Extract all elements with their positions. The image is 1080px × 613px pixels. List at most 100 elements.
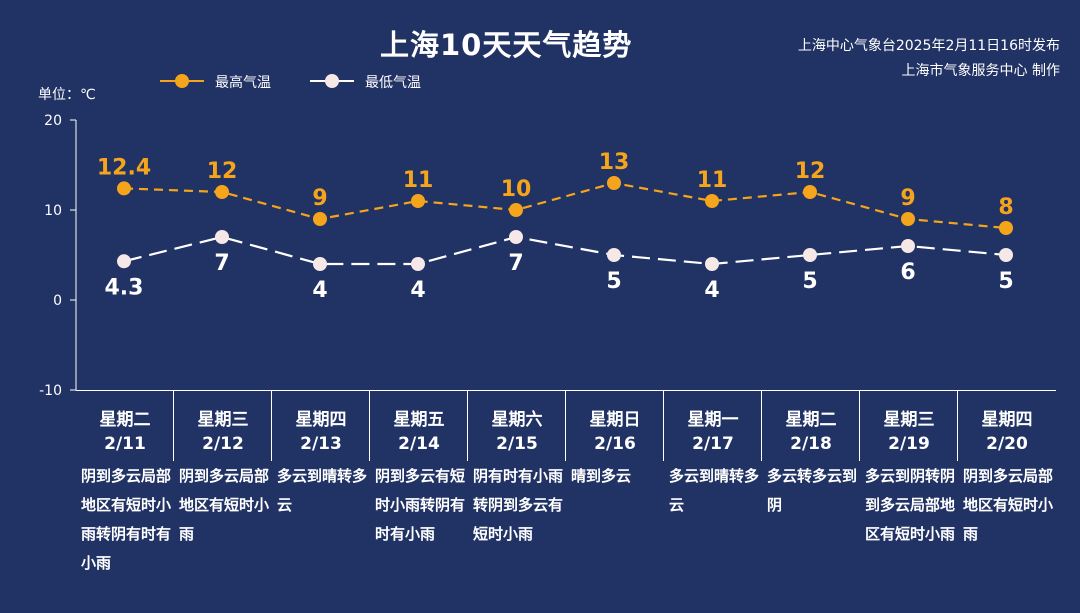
- low-temp-label: 7: [508, 251, 523, 276]
- high-temp-label: 12.4: [97, 155, 151, 180]
- series-lines: [123, 181, 1007, 266]
- high-temp-point: [607, 176, 621, 190]
- high-temp-label: 9: [312, 186, 327, 211]
- low-temp-label: 6: [900, 260, 915, 285]
- weather-condition: 多云转多云到阴: [767, 467, 858, 514]
- high-temp-label: 13: [599, 150, 630, 175]
- date-label: 2/15: [496, 434, 538, 454]
- high-temp-point: [705, 194, 719, 208]
- day-column-header: 星期四 2/20: [958, 391, 1056, 461]
- high-temp-legend-icon: [160, 74, 204, 88]
- high-temp-point: [509, 203, 523, 217]
- column-divider: [467, 391, 468, 461]
- date-label: 2/11: [104, 434, 146, 454]
- column-divider: [761, 391, 762, 461]
- day-column-header: 星期三 2/12: [174, 391, 272, 461]
- source-producer: 上海市气象服务中心 制作: [901, 63, 1060, 79]
- series-line-low: [123, 235, 1007, 266]
- low-temp-point: [509, 230, 523, 244]
- low-temp-point: [803, 248, 817, 262]
- high-temp-label: 8: [998, 195, 1013, 220]
- weather-condition: 多云到晴转多云: [669, 467, 760, 514]
- low-temp-label: 4: [704, 278, 719, 303]
- y-axis: -10 0 10 20: [39, 113, 77, 399]
- data-labels: 12.4 12 9 11 10 13 11 12 9 8 4.3 7 4 4 7 5 4 5 6 5: [97, 150, 1014, 303]
- low-temp-point: [901, 239, 915, 253]
- weekday-label: 星期三: [197, 410, 249, 430]
- unit-label: 单位：℃: [38, 87, 96, 103]
- source-issuer: 上海中心气象台2025年2月11日16时发布: [797, 38, 1060, 54]
- weather-condition: 多云到晴转多云: [277, 467, 368, 514]
- high-temp-label: 12: [795, 159, 826, 184]
- weekday-label: 星期四: [981, 410, 1033, 430]
- legend-label-low: 最低气温: [365, 75, 421, 91]
- weekday-label: 星期四: [295, 410, 347, 430]
- day-column-header: 星期三 2/19: [860, 391, 958, 461]
- weather-condition: 阴到多云局部地区有短时小雨: [963, 467, 1054, 543]
- weekday-label: 星期三: [883, 410, 935, 430]
- column-divider: [271, 391, 272, 461]
- y-tick-label: 10: [44, 203, 62, 219]
- column-divider: [369, 391, 370, 461]
- high-temp-point: [803, 185, 817, 199]
- legend-label-high: 最高气温: [215, 75, 271, 91]
- low-temp-label: 7: [214, 251, 229, 276]
- low-temp-label: 4: [312, 278, 327, 303]
- high-temp-label: 11: [697, 168, 728, 193]
- weekday-label: 星期六: [491, 410, 543, 430]
- date-label: 2/20: [986, 434, 1028, 454]
- weather-condition: 阴到多云局部地区有短时小雨转阴有时有小雨: [81, 467, 172, 572]
- high-temp-label: 10: [501, 177, 532, 202]
- date-label: 2/19: [888, 434, 930, 454]
- weather-condition: 多云到阴转阴到多云局部地区有短时小雨: [865, 467, 956, 543]
- high-temp-point: [411, 194, 425, 208]
- high-temp-point: [313, 212, 327, 226]
- column-divider: [663, 391, 664, 461]
- day-column-header: 星期六 2/15: [468, 391, 566, 461]
- weather-condition: 晴到多云: [571, 467, 632, 485]
- low-temp-label: 4: [410, 278, 425, 303]
- high-temp-label: 9: [900, 186, 915, 211]
- weather-condition: 阴到多云局部地区有短时小雨: [179, 467, 270, 543]
- low-temp-point: [117, 254, 131, 269]
- day-table: 星期二 2/11 星期三 2/12 星期四 2/13 星期五 2/14 星期六 2/15 星期日 2/…: [76, 390, 1056, 461]
- column-divider: [565, 391, 566, 461]
- date-label: 2/14: [398, 434, 440, 454]
- weekday-label: 星期五: [393, 410, 445, 430]
- low-temp-label: 5: [802, 269, 817, 294]
- date-label: 2/17: [692, 434, 734, 454]
- source-info: 上海中心气象台2025年2月11日16时发布 上海市气象服务中心 制作: [798, 34, 1060, 84]
- low-temp-point: [313, 257, 327, 271]
- chart-title: 上海10天天气趋势: [380, 28, 633, 62]
- date-label: 2/13: [300, 434, 342, 454]
- day-column-header: 星期日 2/16: [566, 391, 664, 461]
- column-divider: [859, 391, 860, 461]
- low-temp-point: [607, 248, 621, 262]
- weekday-label: 星期日: [589, 410, 641, 430]
- y-tick-label: 20: [44, 113, 62, 129]
- high-temp-label: 11: [403, 168, 434, 193]
- day-column-header: 星期二 2/18: [762, 391, 860, 461]
- date-label: 2/12: [202, 434, 244, 454]
- column-divider: [957, 391, 958, 461]
- day-column-header: 星期二 2/11: [76, 391, 174, 461]
- weekday-label: 星期一: [687, 410, 739, 430]
- weekday-label: 星期二: [785, 410, 837, 430]
- day-column-header: 星期一 2/17: [664, 391, 762, 461]
- date-label: 2/18: [790, 434, 832, 454]
- column-divider: [173, 391, 174, 461]
- series-points: [117, 176, 1013, 271]
- high-temp-point: [215, 185, 229, 199]
- low-temp-point: [411, 257, 425, 271]
- low-temp-point: [215, 230, 229, 244]
- weather-condition: 阴到多云有短时小雨转阴有时有小雨: [375, 467, 466, 543]
- low-temp-legend-icon: [310, 74, 354, 88]
- y-tick-label: -10: [39, 383, 62, 399]
- low-temp-label: 5: [998, 269, 1013, 294]
- day-column-header: 星期四 2/13: [272, 391, 370, 461]
- high-temp-point: [901, 212, 915, 226]
- high-temp-point: [999, 221, 1013, 235]
- high-temp-label: 12: [207, 159, 238, 184]
- day-column-header: 星期五 2/14: [370, 391, 468, 461]
